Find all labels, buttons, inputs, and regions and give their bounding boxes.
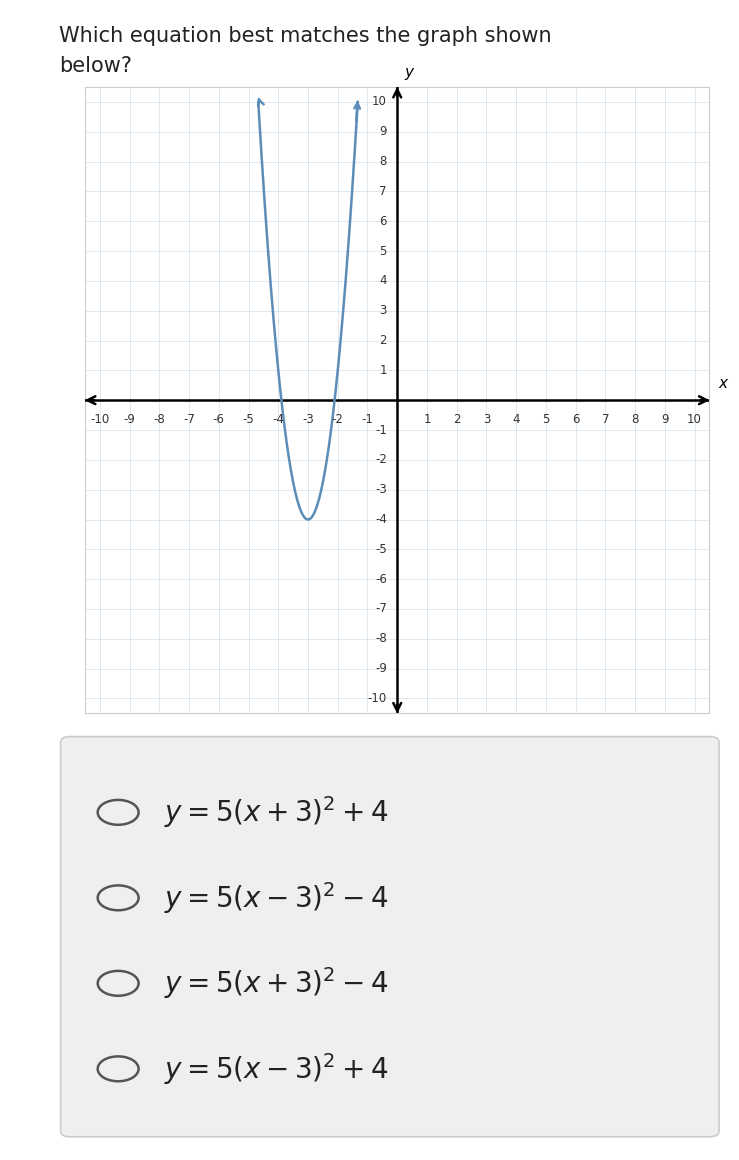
Text: -6: -6 [213, 413, 225, 426]
Text: -10: -10 [90, 413, 109, 426]
Text: -8: -8 [375, 632, 386, 645]
Text: -7: -7 [375, 602, 386, 616]
Text: -2: -2 [375, 454, 386, 466]
Text: 9: 9 [379, 125, 386, 138]
Text: -1: -1 [361, 413, 373, 426]
Text: 3: 3 [483, 413, 490, 426]
Text: 9: 9 [661, 413, 669, 426]
Circle shape [98, 1057, 139, 1081]
Text: 3: 3 [379, 304, 386, 317]
Text: 4: 4 [379, 275, 386, 288]
Text: -7: -7 [183, 413, 195, 426]
Text: -5: -5 [375, 543, 386, 556]
Text: 7: 7 [602, 413, 609, 426]
Text: $y = 5(x + 3)^{2} - 4$: $y = 5(x + 3)^{2} - 4$ [164, 965, 389, 1001]
Text: 2: 2 [379, 334, 386, 347]
Text: 5: 5 [542, 413, 550, 426]
Text: -9: -9 [375, 662, 386, 675]
Text: Which equation best matches the graph shown: Which equation best matches the graph sh… [59, 26, 552, 45]
Text: $y = 5(x - 3)^{2} + 4$: $y = 5(x - 3)^{2} + 4$ [164, 1051, 389, 1087]
Text: -4: -4 [375, 513, 386, 525]
Text: -3: -3 [302, 413, 314, 426]
Text: -2: -2 [332, 413, 344, 426]
Text: 10: 10 [372, 95, 386, 108]
Text: 2: 2 [453, 413, 460, 426]
Text: 8: 8 [631, 413, 638, 426]
Text: 6: 6 [379, 215, 386, 227]
Text: 10: 10 [687, 413, 702, 426]
Text: -10: -10 [367, 693, 386, 705]
Text: 8: 8 [379, 155, 386, 168]
Text: -1: -1 [375, 423, 386, 436]
Text: -5: -5 [242, 413, 254, 426]
Text: $y = 5(x - 3)^{2} - 4$: $y = 5(x - 3)^{2} - 4$ [164, 880, 389, 915]
Text: 5: 5 [379, 245, 386, 258]
Circle shape [98, 800, 139, 825]
Text: -6: -6 [375, 573, 386, 586]
Text: -4: -4 [273, 413, 285, 426]
Text: $y = 5(x + 3)^{2} + 4$: $y = 5(x + 3)^{2} + 4$ [164, 795, 389, 831]
Text: x: x [718, 376, 727, 391]
Text: -3: -3 [375, 484, 386, 496]
Text: 4: 4 [512, 413, 520, 426]
Text: -9: -9 [123, 413, 135, 426]
Circle shape [98, 971, 139, 995]
Text: 1: 1 [379, 364, 386, 377]
Text: 6: 6 [572, 413, 579, 426]
Text: y: y [405, 65, 414, 80]
FancyBboxPatch shape [61, 737, 719, 1137]
Text: below?: below? [59, 56, 132, 75]
Text: 7: 7 [379, 184, 386, 198]
Text: 1: 1 [423, 413, 431, 426]
Circle shape [98, 885, 139, 911]
Text: -8: -8 [154, 413, 166, 426]
